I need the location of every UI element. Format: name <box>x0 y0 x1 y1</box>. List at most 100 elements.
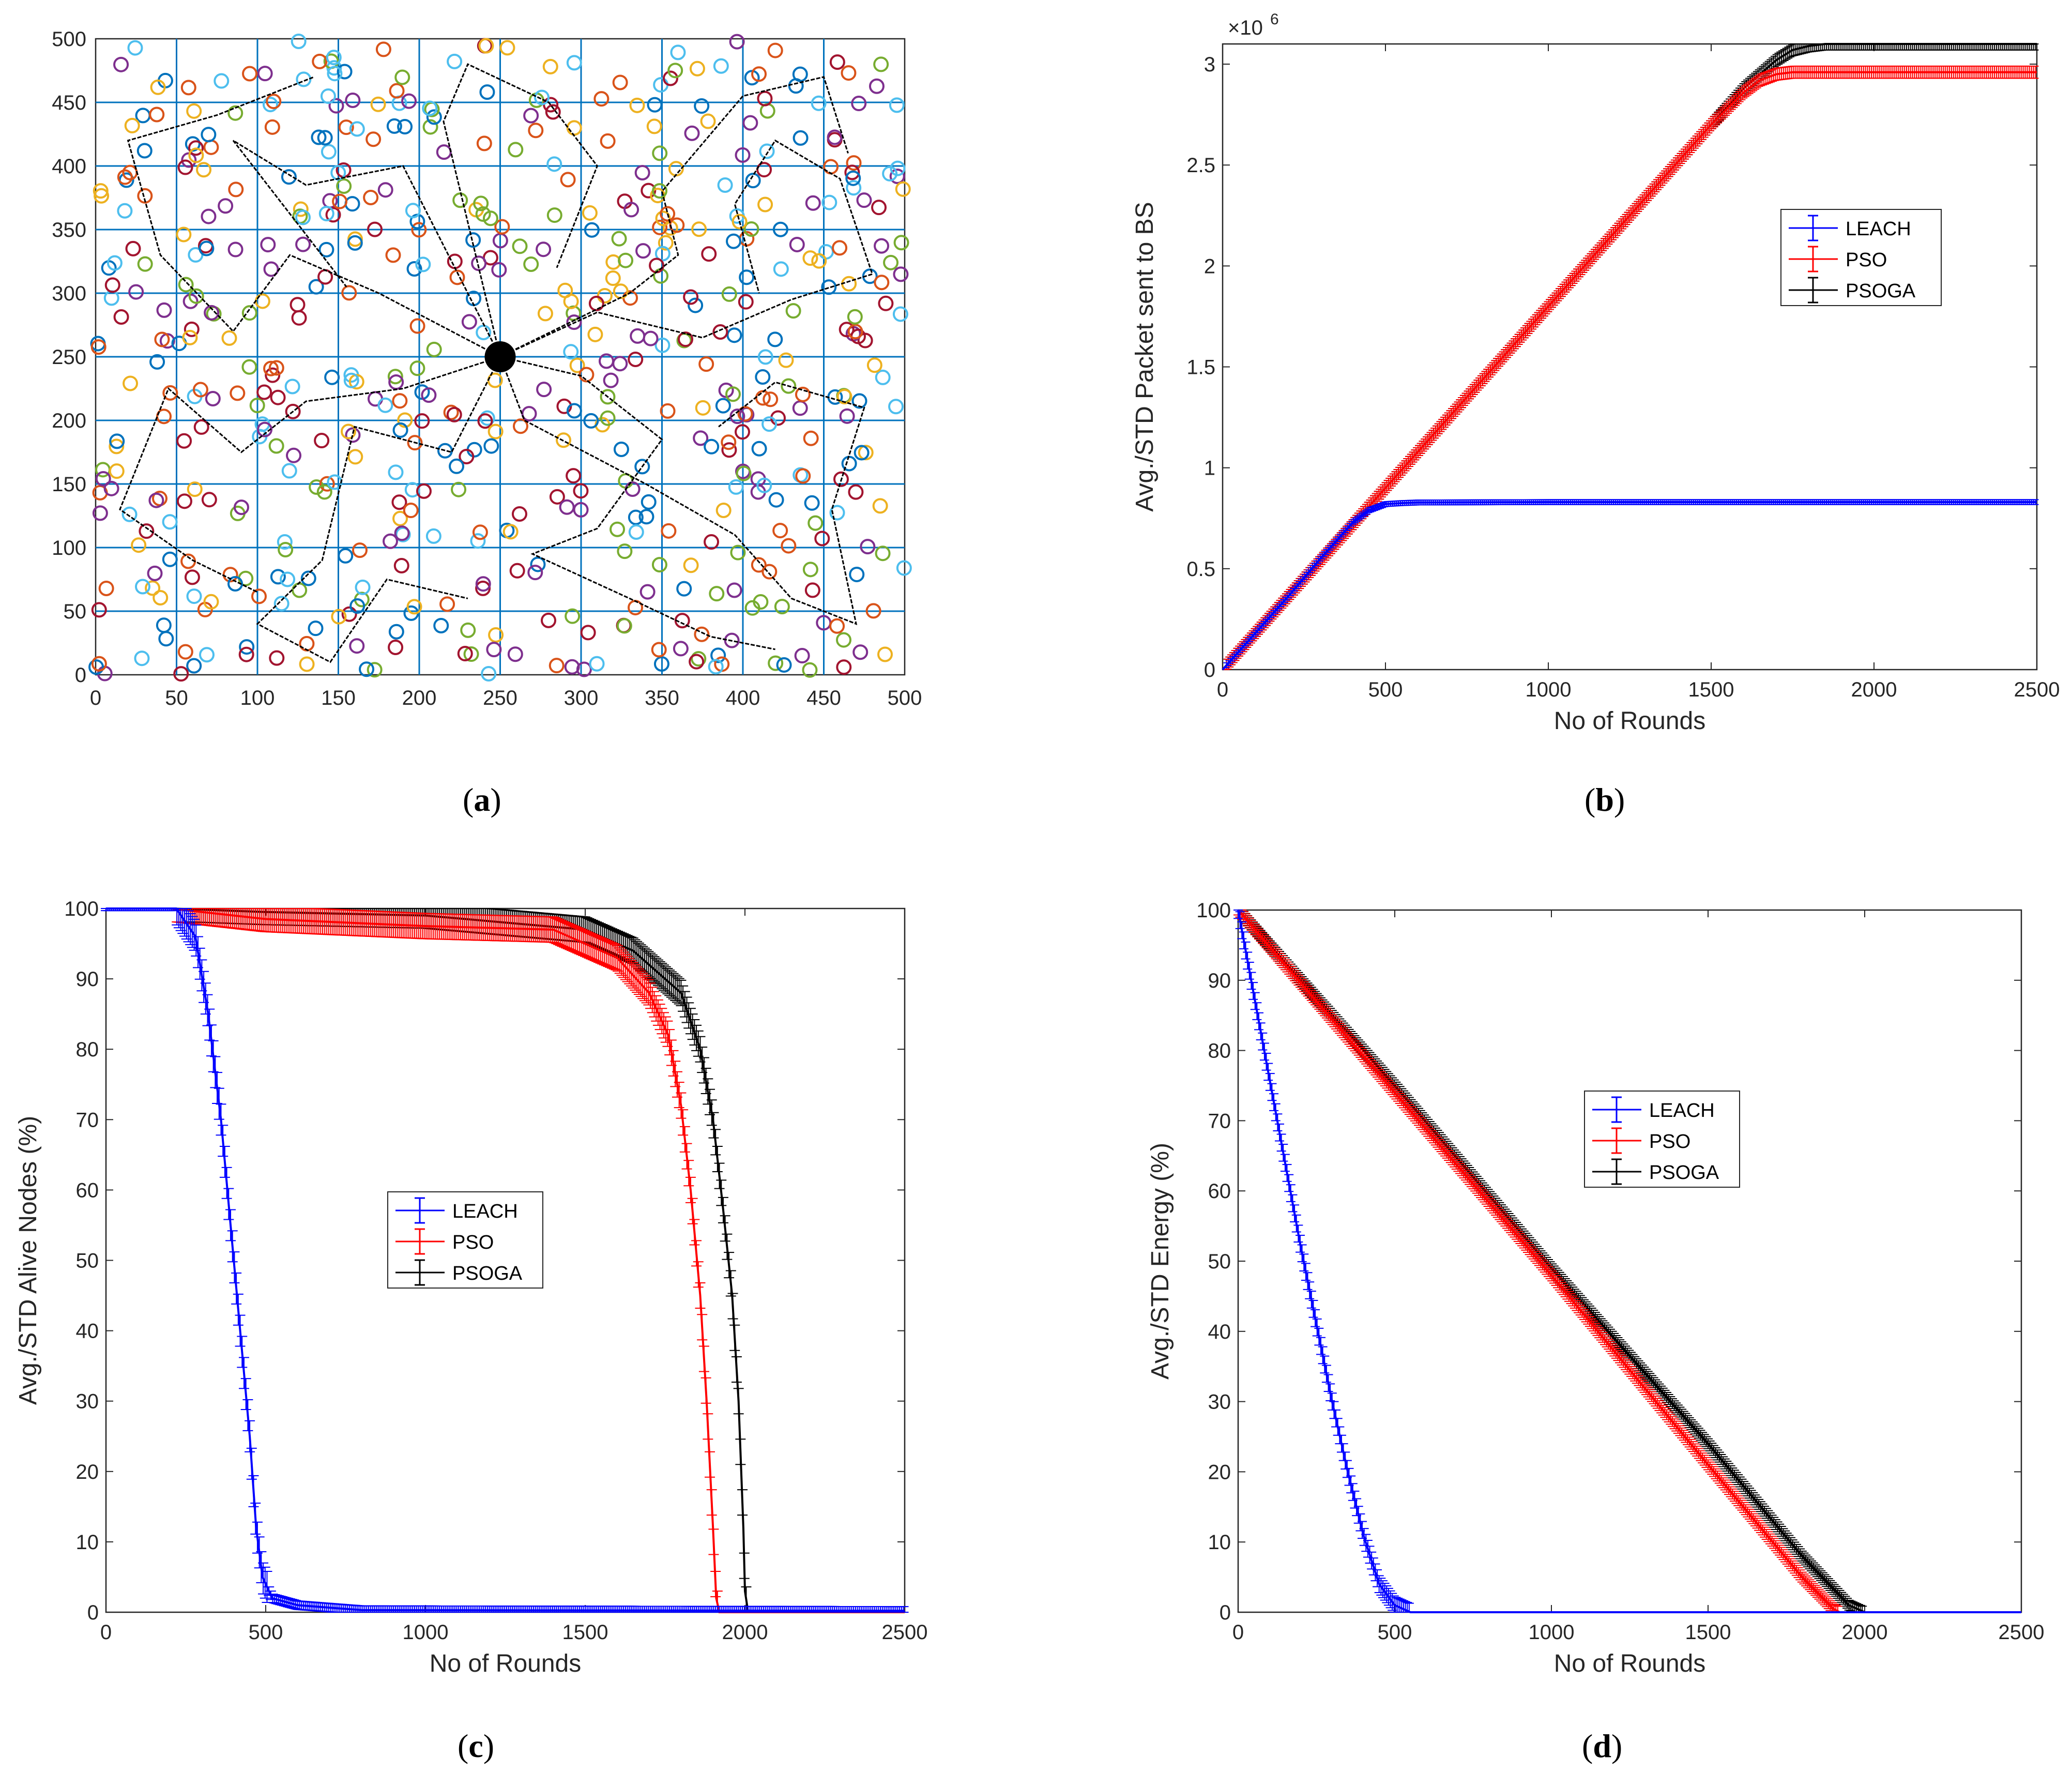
sensor-node <box>266 94 282 110</box>
sensor-node <box>392 510 408 526</box>
sensor-node <box>411 222 427 238</box>
sensor-node <box>652 219 668 235</box>
y-tick-label: 90 <box>76 968 99 991</box>
sensor-node <box>829 618 845 634</box>
sensor-node <box>426 341 442 357</box>
sensor-node <box>345 92 361 108</box>
sensor-node <box>654 337 671 353</box>
sensor-node <box>715 503 732 519</box>
sensor-node <box>528 123 544 139</box>
sensor-node <box>449 269 465 285</box>
sensor-node <box>203 594 219 610</box>
sensor-node <box>578 367 595 383</box>
y-tick-label: 20 <box>76 1461 99 1483</box>
sensor-node <box>281 463 297 479</box>
sensor-node <box>743 221 759 237</box>
x-axis-label: No of Rounds <box>1554 707 1706 735</box>
sensor-node <box>792 66 808 82</box>
sensor-node <box>710 647 726 663</box>
sensor-node <box>91 602 107 618</box>
sensor-node <box>882 165 898 181</box>
sensor-node <box>660 206 676 222</box>
sensor-node <box>149 354 165 370</box>
sensor-node <box>893 266 909 282</box>
sensor-node <box>162 551 178 567</box>
sensor-node <box>251 588 267 604</box>
x-tick-label: 100 <box>240 687 275 709</box>
sensor-node <box>359 661 375 677</box>
caption-b: (b) <box>1585 781 1625 818</box>
sensor-node <box>221 330 237 346</box>
sensor-node <box>349 598 365 614</box>
sensor-node <box>479 84 495 100</box>
sensor-node <box>694 98 710 114</box>
sensor-node <box>470 533 486 549</box>
sensor-node <box>291 310 307 326</box>
sensor-node <box>847 309 863 325</box>
sensor-node <box>560 172 576 188</box>
sensor-node <box>95 471 111 487</box>
sensor-node <box>866 357 882 373</box>
sensor-node <box>387 369 403 385</box>
sensor-node <box>889 168 905 184</box>
sensor-node <box>803 430 819 446</box>
sensor-node <box>249 398 265 414</box>
sensor-node <box>196 162 212 178</box>
sensor-node <box>113 56 129 72</box>
sensor-node <box>347 449 363 465</box>
sensor-node <box>875 369 891 385</box>
sensor-node <box>162 514 178 530</box>
sensor-node <box>270 569 286 585</box>
sensor-node <box>896 560 912 576</box>
sensor-node <box>312 53 328 69</box>
sensor-node <box>443 404 459 420</box>
y-tick-label: 50 <box>76 1250 99 1273</box>
sensor-node <box>176 226 192 243</box>
sensor-node <box>869 78 885 94</box>
sensor-node <box>188 147 204 163</box>
sensor-node <box>123 375 139 391</box>
sensor-node <box>270 389 286 405</box>
sensor-node <box>549 658 565 674</box>
sensor-node <box>321 144 337 160</box>
sensor-node <box>583 413 599 429</box>
sensor-node <box>646 118 662 134</box>
sensor-node <box>691 651 707 667</box>
sensor-node <box>154 331 170 347</box>
sensor-node <box>426 109 442 125</box>
sensor-node <box>473 195 489 211</box>
x-tick-label: 1500 <box>562 1621 608 1644</box>
sensor-node <box>542 58 558 74</box>
sensor-node <box>293 201 309 217</box>
sensor-node <box>845 170 861 186</box>
sensor-node <box>158 631 174 647</box>
sensor-node <box>324 369 340 385</box>
plot-area-b <box>1222 43 2038 671</box>
sensor-node <box>852 644 869 660</box>
sensor-node <box>739 269 755 285</box>
sensor-node <box>153 589 169 605</box>
sensor-node <box>735 424 751 440</box>
sensor-node <box>227 105 243 121</box>
routing-path <box>127 76 501 358</box>
sensor-node <box>715 398 731 414</box>
sensor-node <box>521 406 537 422</box>
sensor-node <box>653 656 669 672</box>
sensor-node <box>286 447 302 463</box>
sensor-node <box>327 66 343 82</box>
series-pso <box>1222 65 2039 671</box>
sensor-node <box>393 558 409 574</box>
sensor-node <box>449 458 465 474</box>
sensor-node <box>201 492 217 508</box>
sensor-node <box>268 360 284 376</box>
sensor-node <box>233 499 249 516</box>
sensor-node <box>694 626 710 642</box>
sensor-node <box>751 557 767 573</box>
sensor-node <box>137 188 153 204</box>
sensor-node <box>605 270 621 286</box>
sensor-node <box>367 662 383 678</box>
sensor-node <box>308 620 324 637</box>
sensor-node <box>309 479 325 495</box>
sensor-node <box>556 432 572 448</box>
sensor-node <box>150 79 166 95</box>
